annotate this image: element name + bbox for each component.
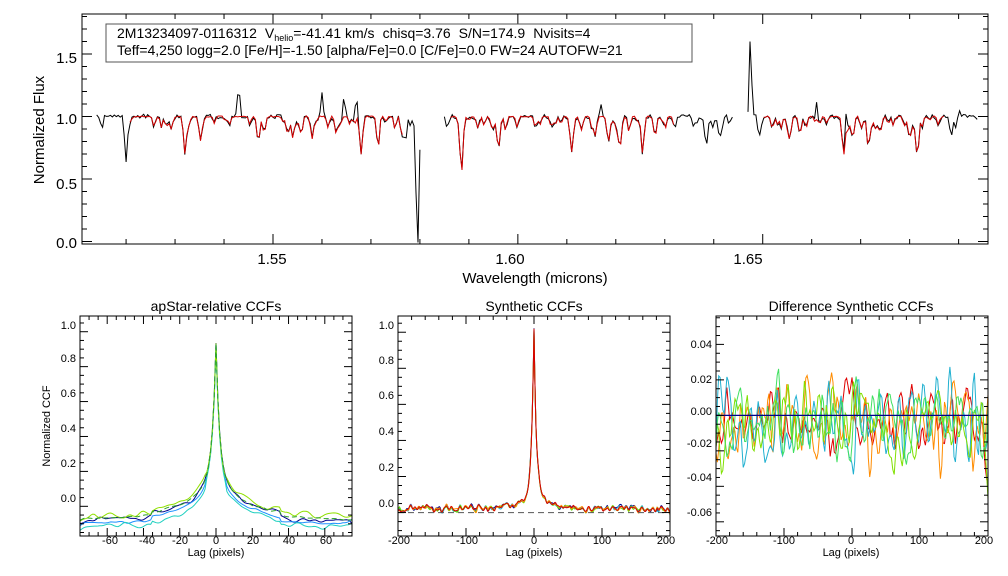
difference-ccf-title: Difference Synthetic CCFs	[769, 298, 934, 314]
spectrum-y-tick-label: 1.0	[56, 111, 77, 128]
apstar-x-tick-label: 0	[213, 535, 219, 547]
apstar-y-tick-label: 0.4	[61, 423, 76, 435]
difference-y-tick-label: -0.02	[687, 438, 712, 450]
synthetic-y-tick-label: 0.4	[379, 426, 394, 438]
model-spectrum-line	[129, 114, 403, 155]
difference-x-tick-label: -200	[706, 535, 728, 547]
difference-y-tick-label: 0.04	[691, 339, 712, 351]
apstar-ccf-title: apStar-relative CCFs	[151, 298, 282, 314]
apstar-x-tick-label: -60	[102, 535, 118, 547]
spectrum-y-tick-label: 0.5	[56, 176, 77, 193]
synthetic-y-tick-label: 0.8	[379, 355, 394, 367]
velocity-subscript: helio	[274, 33, 293, 43]
annotation-box	[105, 23, 693, 63]
synthetic-ccf-traces	[397, 328, 671, 516]
chisq-value: chisq=3.76	[383, 25, 451, 41]
difference-x-tick-label: 100	[910, 535, 928, 547]
synthetic-y-tick-label: 1.0	[379, 320, 394, 332]
spectrum-y-tick-label: 0.0	[56, 235, 77, 252]
apstar-y-tick-label: 1.0	[61, 320, 76, 332]
synthetic-x-tick-label: 100	[593, 535, 611, 547]
difference-ccf-panel: Difference Synthetic CCFs -200 -100 0 10…	[687, 298, 993, 559]
spectrum-y-tick-label: 1.5	[56, 50, 77, 67]
apstar-y-tick-label: 0.0	[61, 493, 76, 505]
velocity-symbol: V	[265, 25, 275, 41]
difference-y-tick-label: 0.02	[691, 374, 712, 386]
synthetic-ccf-ticks	[397, 316, 671, 536]
spectrum-x-tick-label: 1.65	[733, 251, 762, 268]
difference-x-tick-label: 200	[975, 535, 993, 547]
apstar-x-tick-label: 20	[247, 535, 259, 547]
observed-spectrum-line	[443, 104, 733, 168]
difference-ccf-line-visit-e	[715, 368, 989, 465]
difference-ccf-ticks	[715, 316, 989, 536]
apstar-y-tick-label: 0.2	[61, 458, 76, 470]
observed-spectrum-line	[747, 41, 978, 153]
apstar-ccf-line-template	[79, 343, 353, 521]
synthetic-x-tick-label: 0	[531, 535, 537, 547]
spectrum-x-tick-label: 1.60	[495, 251, 524, 268]
difference-x-tick-label: 0	[848, 535, 854, 547]
difference-ccf-traces	[715, 366, 989, 500]
synthetic-y-tick-label: 0.2	[379, 462, 394, 474]
apstar-x-axis-label: Lag (pixels)	[188, 547, 245, 559]
synthetic-y-tick-label: 0.6	[379, 390, 394, 402]
spectrum-x-axis-label: Wavelength (microns)	[462, 270, 607, 287]
synthetic-x-axis-label: Lag (pixels)	[506, 547, 563, 559]
spectrum-ticks	[82, 14, 988, 244]
spectrum-panel: 1.55 1.60 1.65 0.0 0.5 1.0 1.5 Wavelengt…	[31, 13, 989, 287]
annotation-line-1: 2M13234097-0116312 Vhelio=-41.41 km/s chis…	[117, 25, 591, 43]
spectrum-x-tick-label: 1.55	[257, 251, 286, 268]
apstar-x-tick-label: -40	[139, 535, 155, 547]
synthetic-ccf-title: Synthetic CCFs	[485, 298, 582, 314]
difference-y-tick-label: 0.00	[691, 406, 712, 418]
apstar-ccf-line-visit-2	[79, 344, 353, 527]
apstar-ccf-traces	[79, 342, 353, 531]
synthetic-ccf-line-combined	[397, 328, 671, 513]
difference-x-tick-label: -100	[773, 535, 795, 547]
synthetic-ccf-panel: Synthetic CCFs -200 -100 0 100 200 0.0 0…	[379, 298, 675, 559]
difference-y-tick-label: -0.04	[687, 472, 712, 484]
difference-y-tick-label: -0.06	[687, 507, 712, 519]
spectrum-traces	[96, 41, 978, 243]
difference-ccf-line-visit-d	[715, 380, 989, 500]
model-spectrum-line	[763, 115, 945, 155]
difference-ccf-line-visit-b	[715, 372, 989, 479]
apstar-ccf-line-visit-4	[79, 343, 353, 522]
apstar-x-tick-label: 40	[283, 535, 295, 547]
apstar-ccf-line-visit-1	[79, 342, 353, 525]
synthetic-x-tick-label: 200	[657, 535, 675, 547]
snr-value: S/N=174.9	[459, 25, 526, 41]
apstar-ccf-ticks	[80, 316, 352, 536]
difference-x-axis-label: Lag (pixels)	[823, 547, 880, 559]
star-id: 2M13234097-0116312	[117, 25, 257, 41]
synthetic-y-tick-label: 0.0	[379, 498, 394, 510]
apstar-y-tick-label: 0.6	[61, 388, 76, 400]
model-spectrum-line	[450, 115, 675, 171]
apstar-ccf-line-visit-3	[79, 347, 353, 531]
nvisits-value: Nvisits=4	[533, 25, 590, 41]
synthetic-x-tick-label: -100	[456, 535, 478, 547]
apstar-ccf-panel: apStar-relative CCFs -60 -40 -20 0 20 40…	[41, 298, 353, 559]
observed-spectrum-line	[96, 92, 421, 243]
synthetic-x-tick-label: -200	[388, 535, 410, 547]
spectrum-y-axis-label: Normalized Flux	[31, 75, 48, 184]
apstar-x-tick-label: 60	[320, 535, 332, 547]
apstar-y-tick-label: 0.8	[61, 353, 76, 365]
apstar-x-tick-label: -20	[172, 535, 188, 547]
velocity-value: =-41.41 km/s	[293, 25, 374, 41]
apstar-y-axis-label: Normalized CCF	[41, 385, 53, 467]
annotation-line-2: Teff=4,250 logg=2.0 [Fe/H]=-1.50 [alpha/…	[117, 42, 623, 58]
